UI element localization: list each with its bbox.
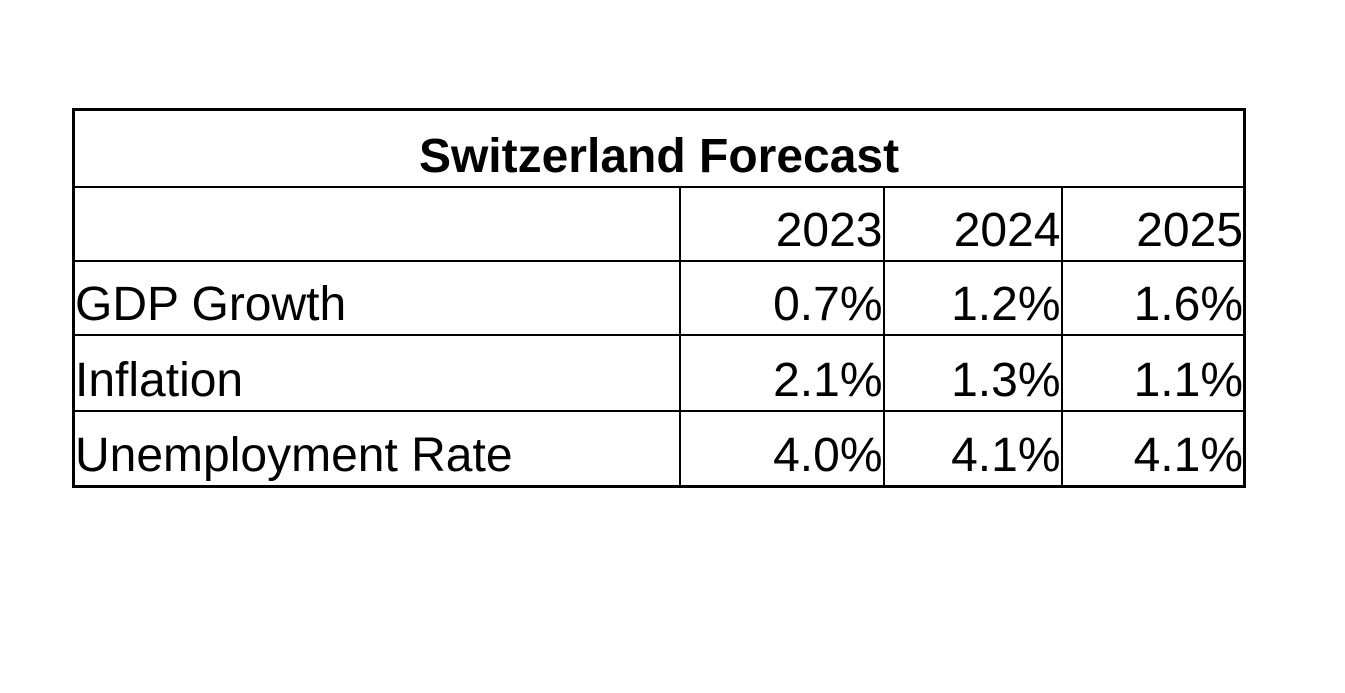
corner-cell [72,185,681,262]
title-row: Switzerland Forecast [72,108,1246,188]
value-gdp-growth-2024: 1.2% [882,259,1063,336]
value-unemployment-rate-2024: 4.1% [882,409,1063,488]
year-header-2025: 2025 [1060,185,1246,262]
table-row: Inflation 2.1% 1.3% 1.1% [72,333,1246,412]
value-inflation-2024: 1.3% [882,333,1063,412]
year-header-2023: 2023 [678,185,885,262]
row-label-unemployment-rate: Unemployment Rate [72,409,681,488]
value-unemployment-rate-2025: 4.1% [1060,409,1246,488]
value-gdp-growth-2025: 1.6% [1060,259,1246,336]
row-label-gdp-growth: GDP Growth [72,259,681,336]
value-gdp-growth-2023: 0.7% [678,259,885,336]
value-inflation-2025: 1.1% [1060,333,1246,412]
table-row: GDP Growth 0.7% 1.2% 1.6% [72,259,1246,336]
table-title: Switzerland Forecast [72,108,1246,188]
forecast-table: Switzerland Forecast 2023 2024 2025 GDP … [72,108,1247,488]
year-header-2024: 2024 [882,185,1063,262]
row-label-inflation: Inflation [72,333,681,412]
value-unemployment-rate-2023: 4.0% [678,409,885,488]
value-inflation-2023: 2.1% [678,333,885,412]
forecast-table-container: Switzerland Forecast 2023 2024 2025 GDP … [72,108,1247,488]
year-header-row: 2023 2024 2025 [72,185,1246,262]
table-row: Unemployment Rate 4.0% 4.1% 4.1% [72,409,1246,488]
